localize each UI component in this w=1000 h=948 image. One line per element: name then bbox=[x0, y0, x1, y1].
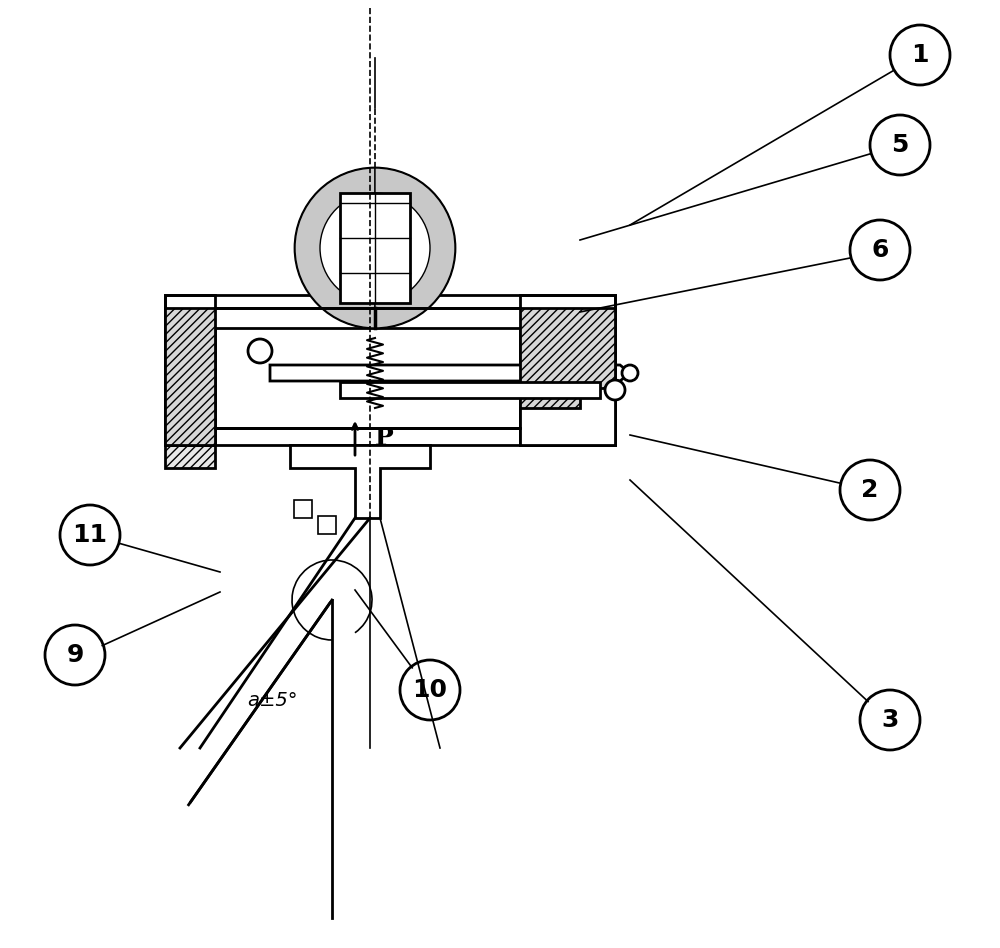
Circle shape bbox=[60, 505, 120, 565]
Polygon shape bbox=[520, 308, 615, 445]
Text: 1: 1 bbox=[911, 43, 929, 67]
Circle shape bbox=[605, 380, 625, 400]
Polygon shape bbox=[290, 445, 430, 518]
Circle shape bbox=[860, 690, 920, 750]
Polygon shape bbox=[165, 308, 215, 445]
Text: 9: 9 bbox=[66, 643, 84, 667]
Polygon shape bbox=[520, 388, 615, 445]
Circle shape bbox=[870, 115, 930, 175]
Text: 3: 3 bbox=[881, 708, 899, 732]
Polygon shape bbox=[520, 308, 615, 445]
Text: P: P bbox=[375, 426, 394, 450]
Text: 6: 6 bbox=[871, 238, 889, 262]
Circle shape bbox=[840, 460, 900, 520]
Circle shape bbox=[850, 220, 910, 280]
Text: 11: 11 bbox=[72, 523, 108, 547]
Wedge shape bbox=[375, 168, 455, 328]
Circle shape bbox=[400, 660, 460, 720]
Text: 5: 5 bbox=[891, 133, 909, 157]
Circle shape bbox=[890, 25, 950, 85]
Polygon shape bbox=[215, 328, 520, 428]
Circle shape bbox=[622, 365, 638, 381]
Polygon shape bbox=[294, 500, 312, 518]
Circle shape bbox=[45, 625, 105, 685]
Polygon shape bbox=[270, 365, 630, 381]
Polygon shape bbox=[340, 382, 600, 398]
Text: 10: 10 bbox=[413, 678, 448, 702]
Wedge shape bbox=[295, 168, 375, 328]
Polygon shape bbox=[165, 445, 215, 468]
Text: a±5°: a±5° bbox=[247, 690, 297, 709]
Circle shape bbox=[248, 339, 272, 363]
Circle shape bbox=[295, 168, 455, 328]
Polygon shape bbox=[340, 193, 410, 303]
Polygon shape bbox=[165, 295, 615, 445]
Polygon shape bbox=[318, 516, 336, 534]
Polygon shape bbox=[165, 308, 215, 445]
Text: 2: 2 bbox=[861, 478, 879, 502]
